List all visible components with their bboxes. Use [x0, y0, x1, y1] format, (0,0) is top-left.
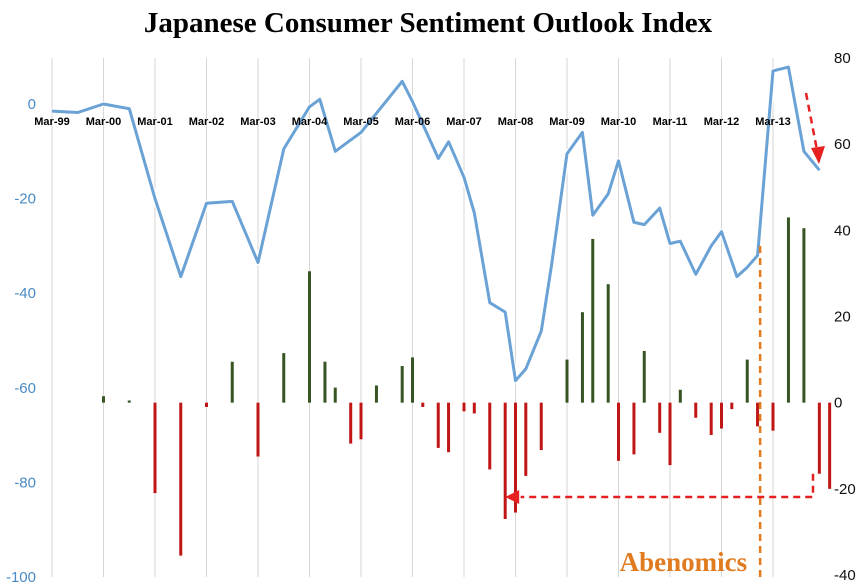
bar	[802, 228, 806, 403]
x-tick-label: Mar-08	[498, 116, 533, 128]
x-tick-label: Mar-00	[86, 116, 121, 128]
left-tick-label: -60	[14, 380, 36, 397]
bar	[617, 402, 620, 461]
bar	[447, 402, 451, 453]
bar	[421, 402, 425, 407]
left-axis-labels: 0 -20 -40 -60 -80 -100	[6, 96, 36, 586]
x-tick-label: Mar-02	[189, 116, 224, 128]
line-series	[51, 64, 822, 384]
bar	[580, 312, 584, 403]
right-tick-label: 0	[834, 395, 842, 412]
bar	[632, 402, 636, 455]
x-tick-label: Mar-12	[704, 116, 739, 128]
x-tick-label: Mar-10	[601, 116, 636, 128]
bar	[658, 402, 662, 433]
bar	[472, 402, 476, 414]
right-tick-label: 40	[834, 222, 851, 239]
bar	[153, 402, 157, 494]
bar	[565, 359, 569, 403]
bar	[503, 402, 507, 519]
right-tick-label: 60	[834, 136, 851, 153]
horizontal-arrow-head	[505, 490, 520, 504]
gridlines	[51, 58, 774, 577]
x-tick-label: Mar-04	[292, 116, 328, 128]
right-tick-label: -20	[834, 481, 856, 498]
bar	[488, 402, 492, 470]
bar	[256, 402, 260, 457]
down-arrow-head	[811, 146, 825, 164]
right-tick-label: 80	[834, 50, 851, 67]
down-arrow	[804, 92, 819, 151]
right-axis-labels: 80 60 40 20 0 -20 -40	[834, 50, 856, 584]
bar	[333, 387, 337, 403]
x-tick-label: Mar-07	[446, 116, 481, 128]
bar	[462, 402, 466, 412]
bar	[374, 385, 378, 403]
bar	[282, 353, 286, 403]
bar	[400, 366, 404, 403]
right-tick-label: 20	[834, 309, 851, 326]
x-tick-label: Mar-01	[137, 116, 172, 128]
bar	[230, 361, 234, 403]
bar	[730, 402, 734, 410]
bar	[606, 284, 610, 403]
x-tick-label: Mar-06	[395, 116, 430, 128]
annotations: Abenomics	[505, 92, 825, 580]
bar	[323, 361, 327, 403]
abenomics-label: Abenomics	[620, 547, 748, 577]
bar	[514, 402, 517, 513]
bar	[308, 271, 311, 403]
bar	[678, 389, 682, 403]
bar	[205, 402, 208, 407]
horizontal-arrow	[520, 473, 815, 499]
bar	[349, 402, 353, 444]
left-tick-label: 0	[28, 96, 36, 113]
x-tick-label: Mar-11	[653, 116, 688, 128]
bar	[642, 350, 646, 403]
left-tick-label: -40	[14, 285, 36, 302]
x-axis-labels: Mar-99 Mar-00 Mar-01 Mar-02 Mar-03 Mar-04 Mar-…	[34, 116, 790, 128]
line-halo	[51, 64, 822, 384]
bar-series	[102, 217, 832, 556]
bar	[709, 402, 713, 435]
bar	[411, 357, 414, 403]
sentiment-line	[51, 65, 821, 383]
bar	[828, 402, 832, 489]
x-tick-label: Mar-13	[755, 116, 790, 128]
bar	[771, 402, 775, 431]
chart-title: Japanese Consumer Sentiment Outlook Inde…	[144, 7, 713, 39]
x-tick-label: Mar-99	[34, 116, 69, 128]
bar	[694, 402, 698, 418]
bar	[179, 402, 183, 556]
x-tick-label: Mar-09	[549, 116, 584, 128]
bar	[359, 402, 363, 440]
bar	[720, 402, 723, 429]
right-tick-label: -40	[834, 567, 856, 584]
bar	[756, 402, 760, 427]
bar	[591, 238, 595, 403]
x-tick-label: Mar-05	[343, 116, 378, 128]
bar	[524, 402, 528, 476]
left-tick-label: -20	[14, 191, 36, 208]
bar	[745, 359, 749, 403]
bar	[786, 217, 790, 403]
bar	[127, 400, 131, 403]
bar	[102, 396, 105, 403]
left-tick-label: -80	[14, 474, 36, 491]
left-tick-label: -100	[6, 569, 36, 586]
x-tick-label: Mar-03	[240, 116, 275, 128]
bar	[668, 402, 672, 466]
bar	[436, 402, 440, 448]
bar	[817, 402, 821, 474]
bar	[539, 402, 543, 451]
